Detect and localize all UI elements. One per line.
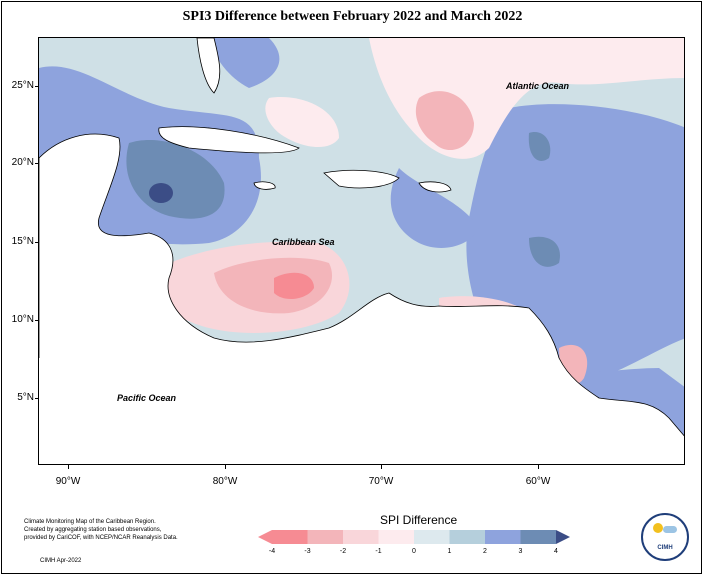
pink-region-bahamas (265, 97, 339, 148)
legend-arrow-left (258, 530, 272, 544)
legend-title: SPI Difference (380, 513, 458, 527)
legend-tick-label: 2 (483, 548, 487, 555)
credits-line3: provided by CariCOF, with NCEP/NCAR Rean… (24, 535, 178, 541)
land-hispaniola (323, 169, 400, 189)
pacific-white-area (39, 358, 249, 464)
credits-line2: Created by aggregating station based obs… (24, 527, 162, 533)
logo-text: CIMH (657, 545, 673, 551)
lon-label-70w: 70°W (368, 476, 394, 487)
darkblue-region-yucatan (126, 139, 225, 219)
lat-tick (35, 163, 38, 164)
lon-label-90w: 90°W (55, 476, 81, 487)
land-jamaica (253, 181, 276, 190)
legend-tick-label: -2 (339, 548, 347, 555)
lon-tick (538, 465, 539, 469)
legend-tick-label: 3 (518, 548, 523, 555)
legend-tick-label: 1 (447, 548, 452, 555)
pacific-ocean-label: Pacific Ocean (117, 393, 177, 403)
land-florida (196, 38, 221, 94)
blue-region-east-carib (390, 168, 479, 248)
legend-color-segment (343, 530, 379, 544)
legend-color-segment (378, 530, 414, 544)
lat-tick (35, 86, 38, 87)
lon-label-60w: 60°W (525, 476, 551, 487)
lon-tick (68, 465, 69, 469)
caribbean-sea-label: Caribbean Sea (272, 237, 335, 247)
lat-label-20n: 20°N (11, 157, 34, 168)
spi-map (38, 37, 685, 465)
cimh-logo: CIMH (641, 513, 689, 561)
map-canvas (39, 38, 684, 464)
map-title: SPI3 Difference between February 2022 an… (182, 9, 523, 24)
legend-color-segment (272, 530, 308, 544)
lat-tick (35, 398, 38, 399)
blue-region-north (209, 38, 280, 88)
atlantic-ocean-label: Atlantic Ocean (506, 81, 570, 91)
legend-tick-label: 4 (554, 548, 558, 555)
land-cuba (158, 126, 300, 154)
lon-tick (381, 465, 382, 469)
legend-color-segment (485, 530, 521, 544)
pink2-region-caribbean (214, 257, 333, 314)
lon-label-80w: 80°W (212, 476, 238, 487)
credits-line1: Climate Monitoring Map of the Caribbean … (24, 519, 156, 525)
lat-label-10n: 10°N (11, 314, 34, 325)
lat-label-25n: 25°N (11, 80, 34, 91)
lat-label-15n: 15°N (11, 236, 34, 247)
legend-arrow-right (556, 530, 570, 544)
lat-tick (35, 242, 38, 243)
legend-color-segment (307, 530, 343, 544)
lon-tick (225, 465, 226, 469)
legend-colorbar (258, 530, 570, 544)
legend-tick-label: -3 (304, 548, 311, 555)
legend-color-segment (520, 530, 556, 544)
darkblue-region-atl1 (528, 132, 551, 161)
legend-color-segment (414, 530, 450, 544)
lat-label-5n: 5°N (17, 392, 34, 403)
sun-icon (653, 523, 663, 533)
lat-tick (35, 320, 38, 321)
legend-tick-label: -4 (268, 548, 276, 555)
legend-color-segment (449, 530, 485, 544)
cloud-icon (663, 526, 677, 533)
pink2-region-atlantic (415, 91, 474, 151)
legend-tick-label: -1 (375, 548, 382, 555)
darkblue-region-atl2 (529, 236, 560, 267)
credits: Climate Monitoring Map of the Caribbean … (24, 518, 194, 542)
credits-date: CIMH Apr-2022 (40, 558, 82, 564)
legend-tick-label: 0 (412, 548, 416, 555)
darkest-blue-spot (149, 183, 173, 203)
pink-peak-caribbean (274, 272, 314, 300)
land-puerto-rico (418, 181, 452, 193)
